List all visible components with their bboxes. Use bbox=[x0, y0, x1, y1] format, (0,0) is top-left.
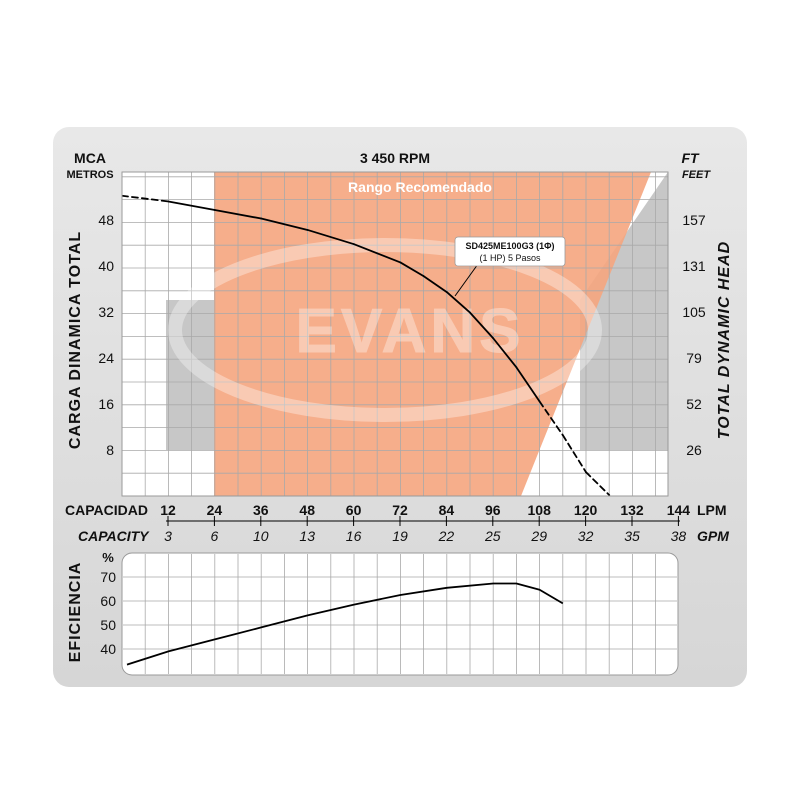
gray-shade-right bbox=[580, 172, 668, 450]
x-axis-secondary-unit: GPM bbox=[697, 528, 729, 544]
x-tick-label-gpm: 32 bbox=[578, 528, 594, 544]
efficiency-axis-title: EFICIENCIA bbox=[67, 562, 84, 663]
x-tick-label-lpm: 96 bbox=[485, 502, 501, 518]
head-curve-segment bbox=[306, 229, 355, 246]
x-tick-label-gpm: 16 bbox=[346, 528, 362, 544]
x-tick-label-lpm: 48 bbox=[299, 502, 315, 518]
head-curve-segment bbox=[585, 471, 611, 496]
x-tick-label-lpm: 108 bbox=[528, 502, 552, 518]
head-curve-segment bbox=[399, 261, 425, 278]
head-curve-segment bbox=[538, 400, 564, 437]
recommended-range-label: Rango Recomendado bbox=[348, 179, 492, 195]
x-tick-label-lpm: 84 bbox=[439, 502, 455, 518]
head-curve-segment bbox=[422, 275, 448, 293]
series-name-label: SD425ME100G3 (1Φ) bbox=[466, 241, 555, 251]
y-tick-label-right: 105 bbox=[682, 304, 706, 320]
x-tick-label-gpm: 19 bbox=[392, 528, 408, 544]
y-axis-title-left: CARGA DINAMICA TOTAL bbox=[67, 231, 84, 449]
x-tick-label-lpm: 36 bbox=[253, 502, 269, 518]
x-tick-label-gpm: 38 bbox=[671, 528, 687, 544]
head-curve-segment bbox=[561, 434, 587, 474]
x-tick-label-gpm: 10 bbox=[253, 528, 269, 544]
efficiency-unit: % bbox=[102, 550, 114, 565]
efficiency-tick-label: 40 bbox=[100, 641, 116, 657]
series-callout: SD425ME100G3 (1Φ) (1 HP) 5 Pasos bbox=[454, 236, 566, 297]
x-axis-title: CAPACIDAD bbox=[65, 502, 148, 518]
head-curve-segment bbox=[353, 243, 402, 264]
y-tick-label-left: 8 bbox=[106, 442, 114, 458]
head-curve-segment bbox=[260, 217, 309, 231]
y-axis-title-right: TOTAL DYNAMIC HEAD bbox=[716, 241, 733, 439]
watermark-logo-text: EVANS bbox=[295, 297, 524, 366]
left-unit-label: MCA bbox=[74, 150, 106, 166]
y-tick-label-left: 16 bbox=[98, 396, 114, 412]
right-unit-label: FT bbox=[681, 150, 700, 166]
y-tick-label-right: 52 bbox=[686, 396, 702, 412]
y-tick-label-left: 48 bbox=[98, 212, 114, 228]
y-tick-label-right: 26 bbox=[686, 442, 702, 458]
head-curve-segment bbox=[492, 337, 518, 369]
head-curve-segment bbox=[515, 366, 541, 403]
watermark-ellipse bbox=[168, 238, 602, 422]
head-curve-segment bbox=[469, 311, 495, 340]
efficiency-curve bbox=[126, 582, 564, 666]
x-tick-label-lpm: 144 bbox=[667, 502, 691, 518]
y-tick-label-right: 131 bbox=[682, 258, 706, 274]
y-tick-label-left: 40 bbox=[98, 258, 114, 274]
x-tick-label-lpm: 132 bbox=[620, 502, 644, 518]
x-tick-label-lpm: 12 bbox=[160, 502, 176, 518]
head-curve-segment bbox=[167, 200, 216, 211]
head-curve-segment bbox=[213, 209, 263, 220]
x-tick-label-gpm: 29 bbox=[530, 528, 547, 544]
y-tick-label-right: 157 bbox=[682, 212, 706, 228]
x-tick-label-gpm: 25 bbox=[484, 528, 501, 544]
gray-shade-left bbox=[166, 300, 214, 450]
chart-title: 3 450 RPM bbox=[360, 150, 430, 166]
x-tick-label-gpm: 3 bbox=[164, 528, 172, 544]
x-tick-label-lpm: 60 bbox=[346, 502, 362, 518]
y-tick-label-left: 32 bbox=[98, 304, 114, 320]
x-tick-label-gpm: 35 bbox=[624, 528, 640, 544]
x-tick-label-lpm: 72 bbox=[392, 502, 408, 518]
efficiency-tick-label: 60 bbox=[100, 593, 116, 609]
head-curve-segment bbox=[445, 291, 471, 314]
efficiency-tick-label: 70 bbox=[100, 569, 116, 585]
right-unit-sub-label: FEET bbox=[682, 169, 711, 181]
x-tick-label-gpm: 13 bbox=[299, 528, 315, 544]
series-detail-label: (1 HP) 5 Pasos bbox=[479, 253, 541, 263]
y-tick-label-right: 79 bbox=[686, 350, 702, 366]
x-tick-label-gpm: 22 bbox=[438, 528, 455, 544]
head-curve-segment bbox=[122, 194, 170, 203]
y-tick-label-left: 24 bbox=[98, 350, 114, 366]
efficiency-tick-label: 50 bbox=[100, 617, 116, 633]
x-tick-label-gpm: 6 bbox=[211, 528, 219, 544]
x-axis-secondary-title: CAPACITY bbox=[78, 528, 150, 544]
x-tick-label-lpm: 24 bbox=[207, 502, 223, 518]
x-tick-label-lpm: 120 bbox=[574, 502, 598, 518]
x-axis-unit: LPM bbox=[697, 502, 727, 518]
left-unit-sub-label: METROS bbox=[66, 169, 113, 181]
